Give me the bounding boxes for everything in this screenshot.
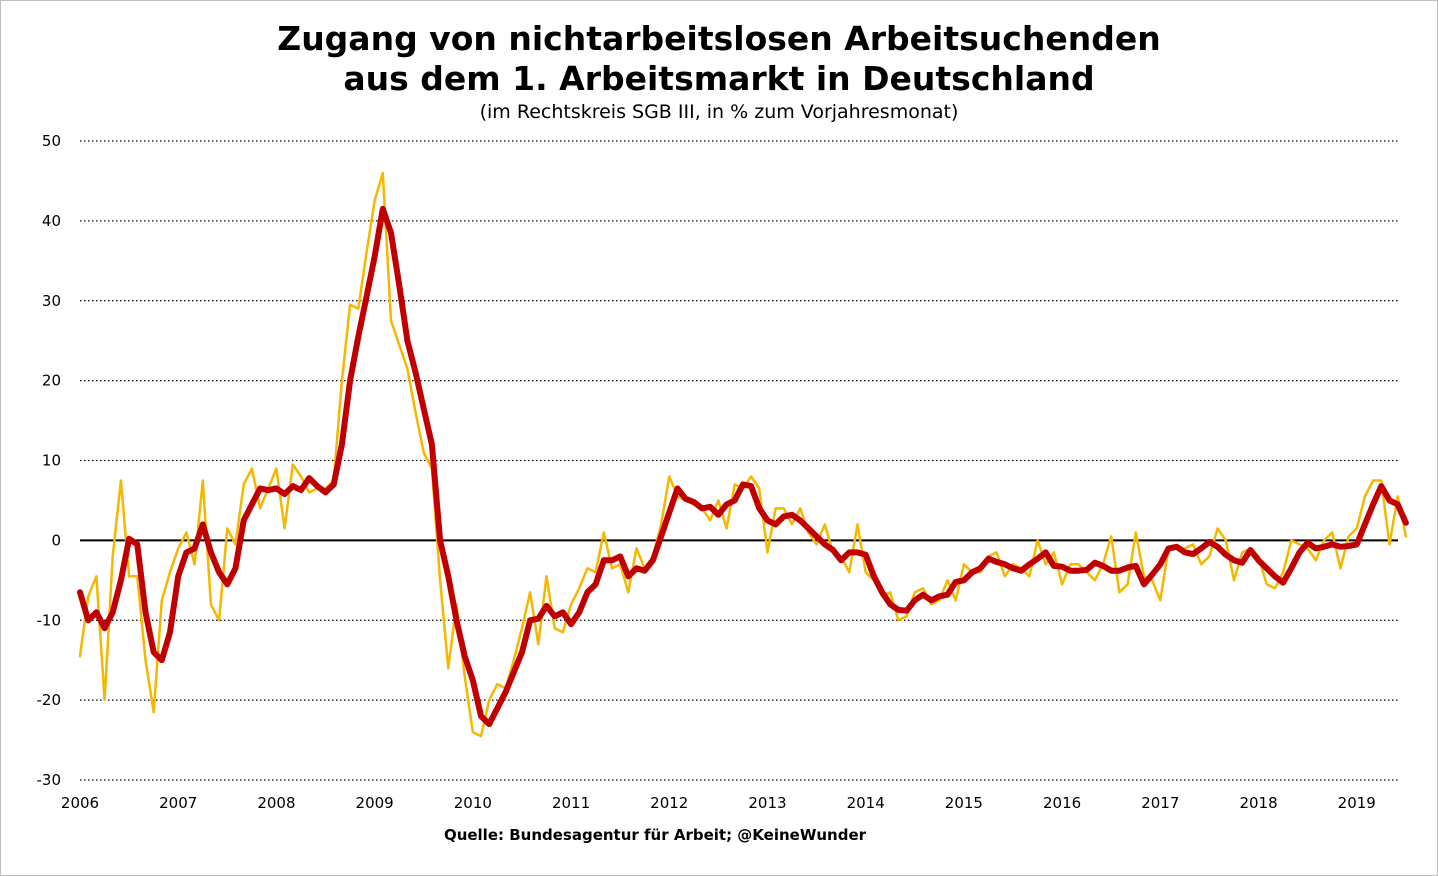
x-tick-label: 2009 <box>356 794 394 812</box>
y-tick-label: -30 <box>37 771 62 789</box>
y-tick-label: 20 <box>42 372 61 390</box>
x-tick-label: 2012 <box>650 794 688 812</box>
x-tick-label: 2019 <box>1338 794 1376 812</box>
x-tick-label: 2008 <box>257 794 295 812</box>
y-axis-ticks: 50 40 30 20 10 0 -10 -20 -30 <box>37 132 62 789</box>
series-lines <box>77 171 1409 738</box>
chart-title-line-1: Zugang von nichtarbeitslosen Arbeitsuche… <box>277 19 1161 58</box>
x-tick-label: 2006 <box>61 794 99 812</box>
y-tick-label: 40 <box>42 212 61 230</box>
x-tick-label: 2007 <box>159 794 197 812</box>
x-tick-label: 2011 <box>552 794 590 812</box>
chart-title-line-2: aus dem 1. Arbeitsmarkt in Deutschland <box>343 59 1095 98</box>
series-line-smoothed <box>77 205 1409 728</box>
source-note: Quelle: Bundesagentur für Arbeit; @Keine… <box>443 826 867 844</box>
y-tick-label: 10 <box>42 452 61 470</box>
series-line-monthly <box>78 171 1408 738</box>
x-tick-label: 2013 <box>748 794 786 812</box>
y-tick-label: 50 <box>42 132 61 150</box>
y-tick-label: 30 <box>42 292 61 310</box>
chart-subtitle: (im Rechtskreis SGB III, in % zum Vorjah… <box>479 101 959 123</box>
x-tick-label: 2016 <box>1043 794 1081 812</box>
y-tick-label: -10 <box>37 611 62 629</box>
x-tick-label: 2018 <box>1239 794 1277 812</box>
gridlines <box>80 140 1398 781</box>
x-tick-label: 2015 <box>945 794 983 812</box>
y-tick-label: -20 <box>37 691 62 709</box>
x-tick-label: 2017 <box>1141 794 1179 812</box>
y-tick-label: 0 <box>51 531 61 549</box>
x-tick-label: 2010 <box>454 794 492 812</box>
x-axis-ticks: 2006 2007 2008 2009 2010 2011 2012 2013 2014 2015… <box>61 794 1376 812</box>
x-tick-label: 2014 <box>847 794 885 812</box>
